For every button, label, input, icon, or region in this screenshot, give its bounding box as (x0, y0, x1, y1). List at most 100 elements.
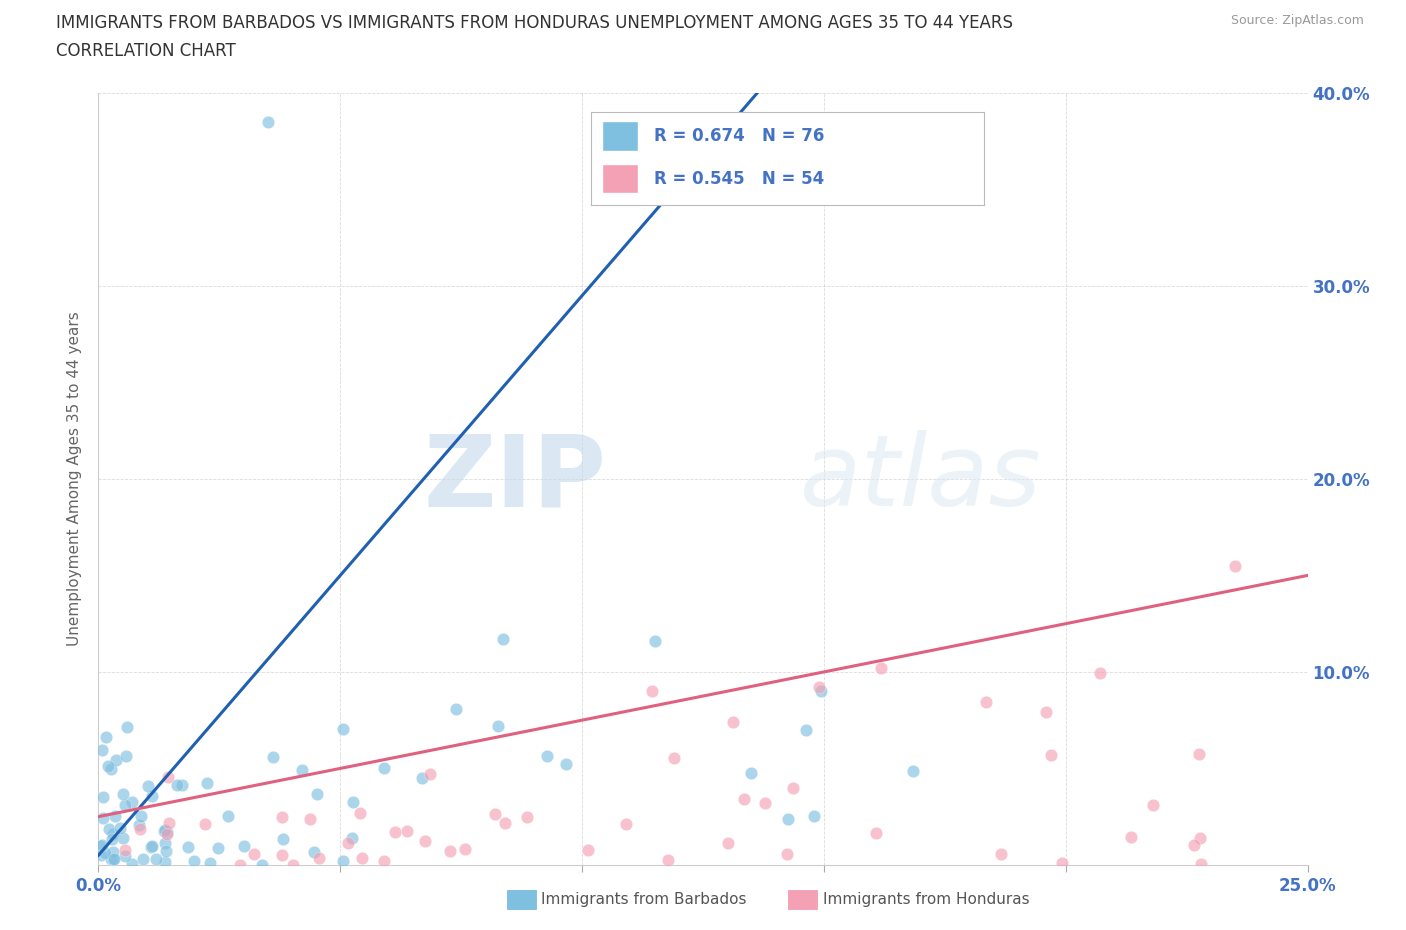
Point (1121, 830, 1143, 844)
Point (1050, 856, 1073, 870)
Point (271, 847, 294, 862)
Point (90, 847, 112, 862)
Point (554, 756, 576, 771)
Point (808, 679, 831, 694)
Point (536, 749, 558, 764)
Y-axis label: Unemployment Among Ages 35 to 44 years: Unemployment Among Ages 35 to 44 years (67, 312, 83, 646)
Point (454, 842, 477, 857)
Point (332, 854, 354, 869)
Point (145, 852, 167, 867)
Point (262, 750, 284, 764)
Point (516, 809, 538, 824)
Point (114, 843, 136, 857)
Point (413, 833, 436, 848)
Point (157, 816, 180, 830)
Text: Immigrants from Barbados: Immigrants from Barbados (541, 892, 747, 907)
Point (384, 825, 406, 840)
Point (250, 857, 273, 872)
Point (156, 769, 179, 784)
Point (155, 844, 177, 858)
Point (776, 847, 799, 862)
Point (803, 809, 825, 824)
Point (112, 787, 135, 802)
Point (104, 752, 127, 767)
Point (121, 794, 143, 809)
Point (614, 817, 637, 831)
Point (141, 839, 163, 854)
Point (98, 822, 121, 837)
Point (271, 809, 294, 824)
Point (136, 779, 159, 794)
Point (273, 831, 295, 846)
Point (494, 816, 516, 830)
Point (112, 830, 135, 845)
Point (1182, 837, 1205, 852)
Point (302, 845, 325, 860)
Point (644, 633, 666, 648)
Point (340, 830, 363, 845)
Point (342, 794, 364, 809)
Point (129, 809, 152, 824)
Point (337, 835, 360, 850)
Point (1223, 558, 1246, 573)
Text: Source: ZipAtlas.com: Source: ZipAtlas.com (1230, 14, 1364, 27)
Point (91, 790, 114, 804)
Point (740, 765, 762, 780)
Point (114, 749, 136, 764)
Point (128, 817, 150, 832)
Point (439, 844, 461, 858)
Point (108, 820, 131, 835)
Point (484, 807, 506, 822)
Text: R = 0.674   N = 76: R = 0.674 N = 76 (654, 126, 824, 145)
Point (870, 660, 893, 675)
Point (305, 786, 328, 801)
Point (100, 762, 122, 777)
Point (1142, 797, 1164, 812)
Point (444, 701, 467, 716)
Bar (602, 121, 638, 151)
Point (664, 751, 686, 765)
Point (419, 766, 441, 781)
Point (156, 825, 179, 840)
Text: atlas: atlas (800, 431, 1042, 527)
Point (990, 846, 1012, 861)
Text: Immigrants from Honduras: Immigrants from Honduras (823, 892, 1029, 907)
Point (395, 824, 418, 839)
Point (198, 856, 221, 870)
Text: CORRELATION CHART: CORRELATION CHART (56, 42, 236, 60)
Point (411, 770, 433, 785)
Point (115, 719, 138, 734)
Point (1189, 857, 1212, 871)
Bar (602, 164, 638, 193)
Point (576, 843, 599, 857)
Point (657, 853, 679, 868)
Point (721, 715, 744, 730)
Point (1188, 747, 1211, 762)
Point (183, 854, 205, 869)
Point (641, 684, 664, 698)
Text: R = 0.545   N = 54: R = 0.545 N = 54 (654, 169, 824, 188)
Point (243, 847, 266, 862)
Point (121, 857, 143, 871)
Point (101, 851, 124, 866)
Point (103, 851, 125, 866)
Point (1035, 705, 1057, 720)
Point (350, 851, 373, 866)
Point (195, 776, 218, 790)
Point (492, 631, 515, 646)
Point (131, 852, 153, 867)
Point (373, 854, 395, 869)
Point (283, 857, 305, 872)
Point (332, 722, 354, 737)
Point (166, 778, 188, 793)
Point (308, 851, 330, 866)
Point (194, 817, 217, 831)
Point (94, 845, 117, 860)
Point (256, 114, 278, 129)
Point (90, 742, 112, 757)
Point (298, 812, 321, 827)
Point (97, 759, 120, 774)
Point (233, 838, 256, 853)
Point (733, 791, 755, 806)
Point (794, 723, 817, 737)
